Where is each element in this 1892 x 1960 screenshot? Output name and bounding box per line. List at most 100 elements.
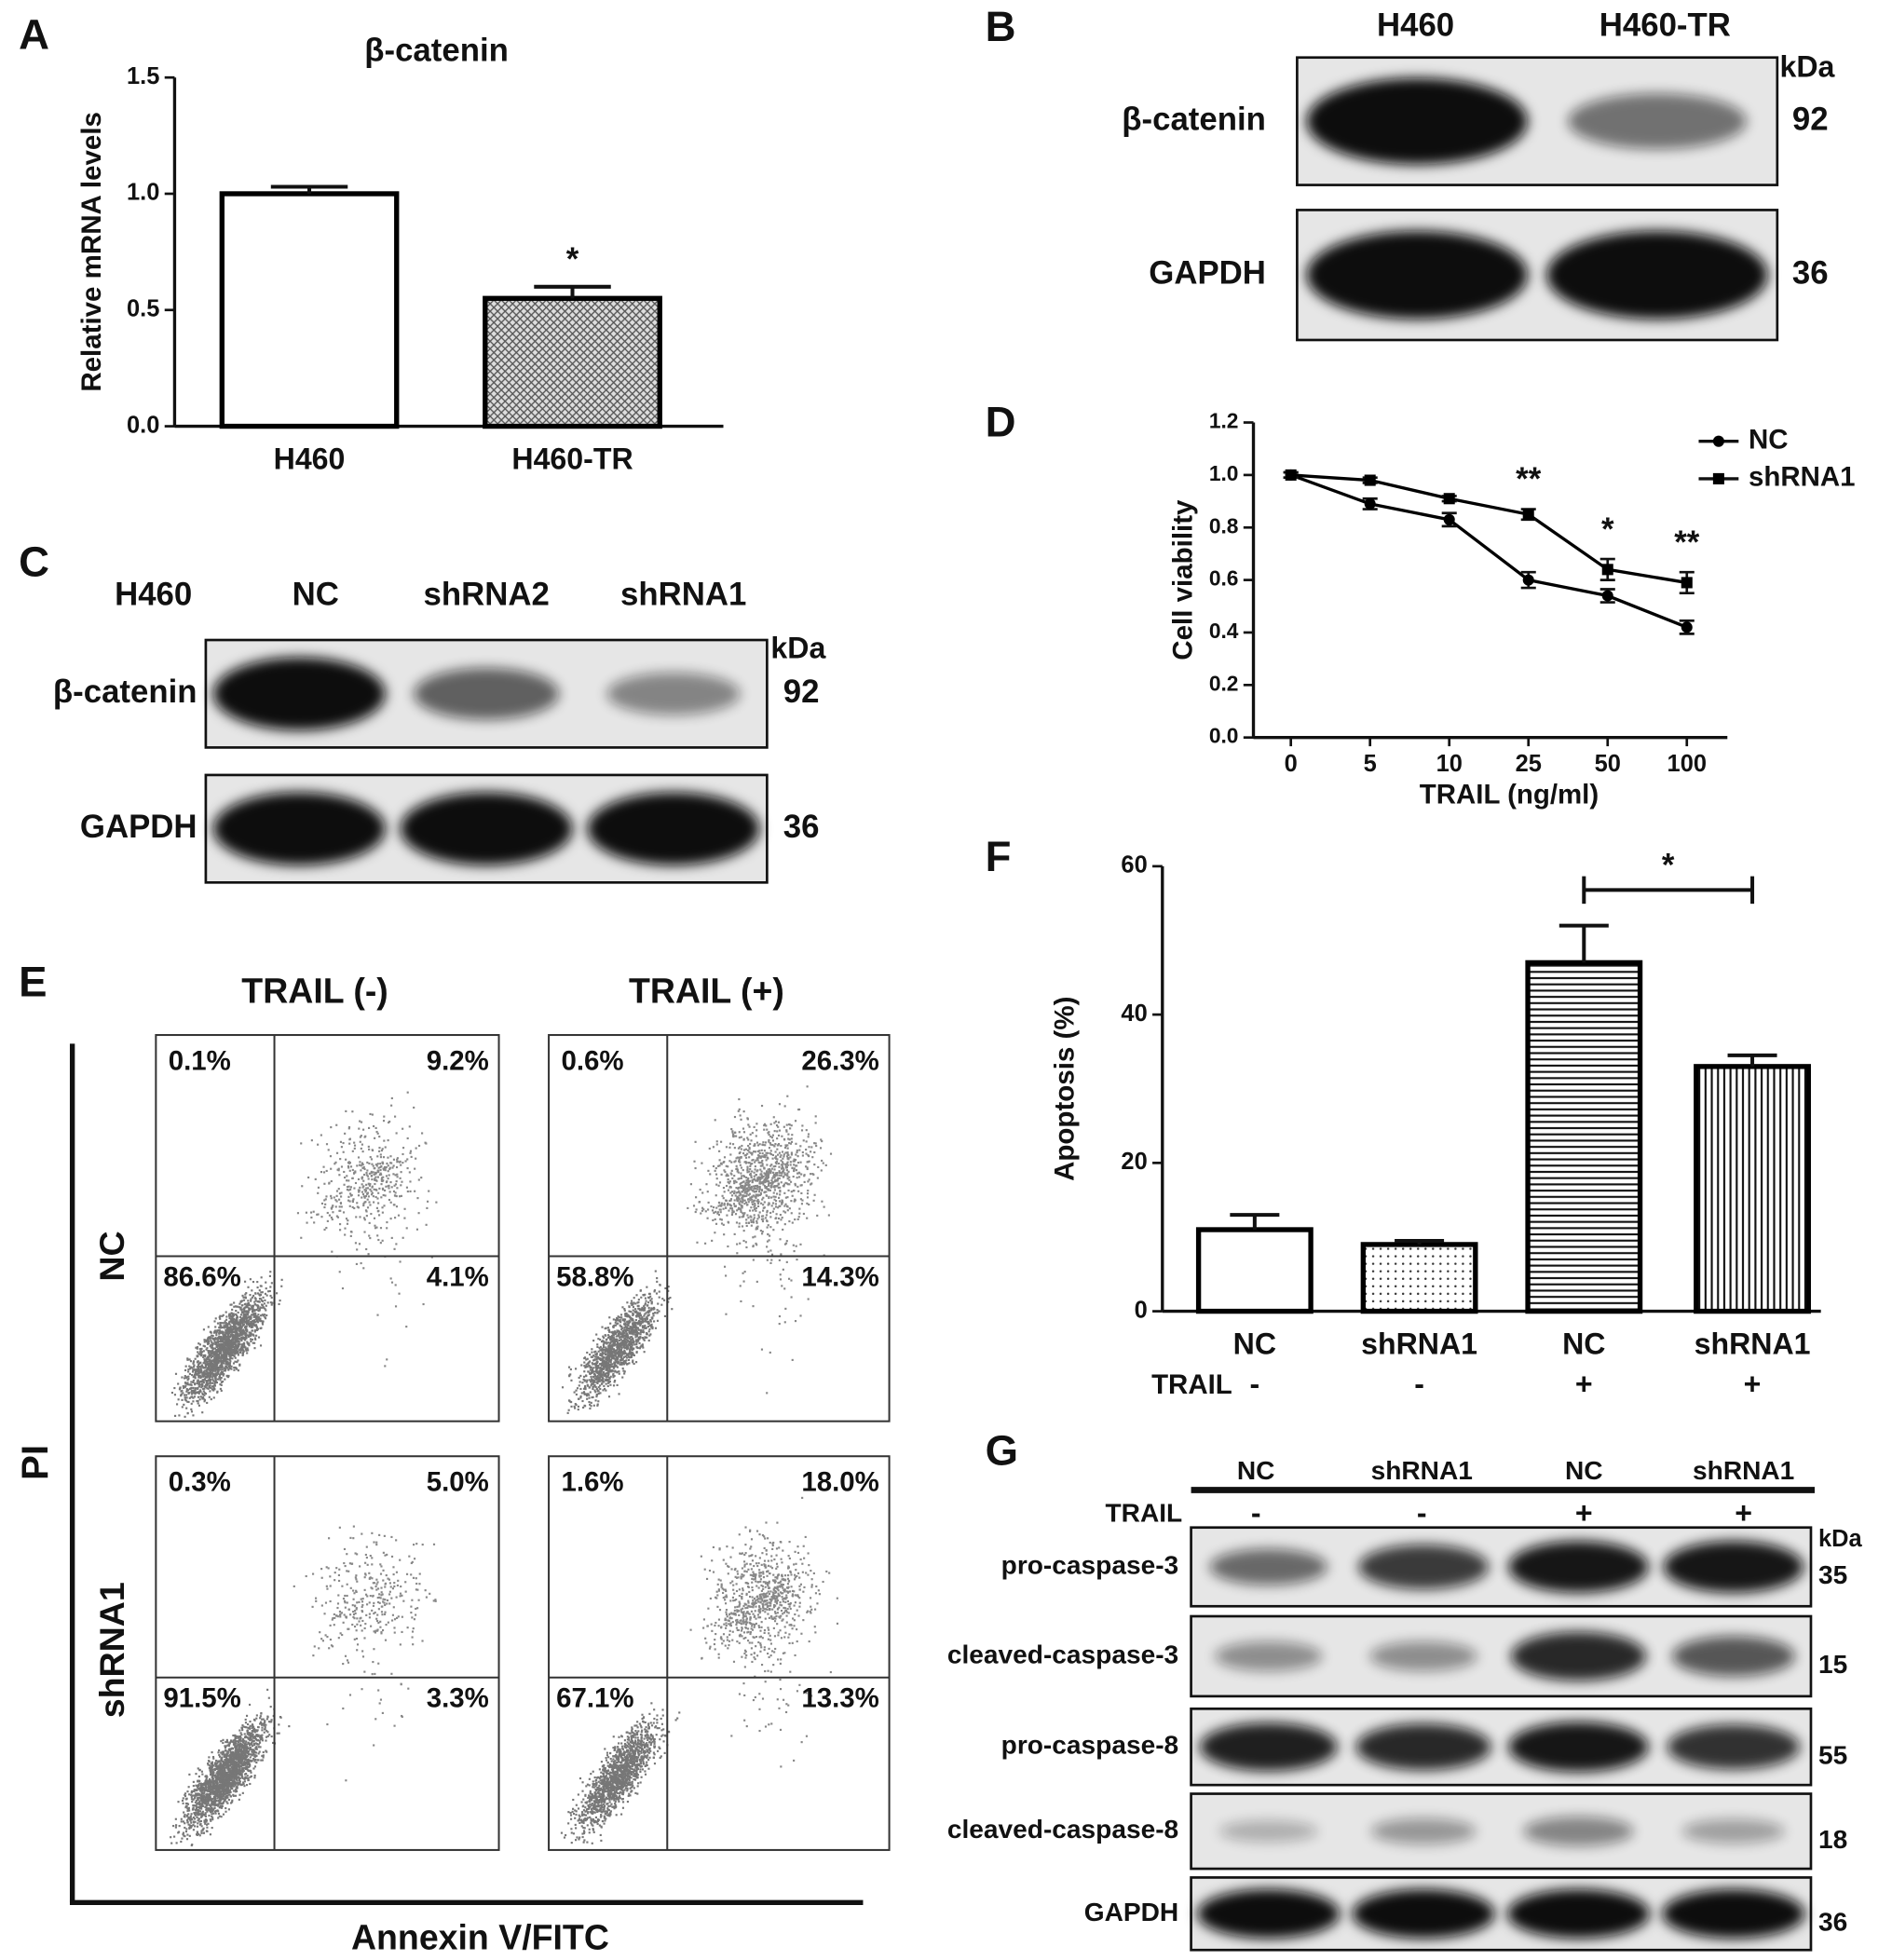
event	[718, 1181, 722, 1184]
event	[269, 1294, 272, 1298]
event	[597, 1365, 600, 1368]
event	[635, 1310, 638, 1313]
event	[790, 1151, 793, 1154]
event	[239, 1306, 242, 1309]
event	[619, 1318, 621, 1322]
event	[722, 1223, 725, 1226]
event	[603, 1341, 606, 1343]
event	[729, 1153, 732, 1156]
event	[755, 1221, 758, 1224]
event	[250, 1331, 252, 1334]
event	[380, 1183, 383, 1186]
event	[233, 1326, 236, 1328]
event	[353, 1141, 356, 1144]
event	[616, 1331, 619, 1334]
event	[629, 1348, 633, 1351]
event	[773, 1189, 776, 1191]
event	[614, 1321, 617, 1324]
event	[250, 1324, 252, 1327]
bar	[1195, 1227, 1314, 1314]
event	[235, 1313, 238, 1315]
event	[193, 1364, 196, 1367]
event	[610, 1331, 613, 1334]
event	[765, 1187, 768, 1190]
event	[220, 1348, 223, 1351]
event	[621, 1341, 624, 1343]
event	[222, 1327, 225, 1329]
event	[186, 1382, 189, 1384]
event	[219, 1331, 222, 1334]
event	[748, 1179, 751, 1182]
event	[210, 1363, 212, 1366]
event	[405, 1186, 409, 1189]
event	[404, 1160, 407, 1163]
event	[641, 1319, 644, 1322]
event	[639, 1336, 642, 1339]
event	[317, 1186, 320, 1189]
event	[269, 1271, 272, 1273]
event	[388, 1174, 390, 1177]
event	[235, 1337, 238, 1341]
event	[621, 1343, 624, 1346]
event	[755, 1135, 757, 1137]
event	[256, 1318, 260, 1321]
event	[607, 1369, 610, 1373]
event	[745, 1194, 748, 1197]
x-tick-label: 5	[1364, 751, 1377, 777]
event	[756, 1159, 759, 1162]
event	[778, 1151, 782, 1154]
panel-letter: G	[986, 1427, 1018, 1475]
event	[762, 1204, 765, 1206]
event	[614, 1318, 618, 1321]
event	[258, 1309, 261, 1312]
event	[605, 1357, 607, 1360]
event	[270, 1282, 273, 1285]
event	[179, 1386, 182, 1389]
event	[718, 1202, 721, 1205]
event	[591, 1348, 593, 1351]
event	[789, 1161, 792, 1164]
x-tick-label: 25	[1516, 751, 1542, 777]
event	[642, 1307, 646, 1310]
marker	[1285, 469, 1297, 481]
event	[218, 1335, 221, 1338]
event	[716, 1211, 719, 1214]
event	[239, 1333, 242, 1337]
event	[755, 1219, 758, 1223]
event	[585, 1393, 588, 1395]
event	[234, 1305, 238, 1308]
event	[797, 1190, 800, 1192]
event	[633, 1343, 636, 1346]
event	[759, 1191, 762, 1194]
event	[761, 1159, 764, 1163]
event	[376, 1197, 379, 1200]
event	[242, 1299, 246, 1301]
event	[196, 1382, 198, 1385]
event	[607, 1362, 610, 1365]
event	[742, 1169, 744, 1172]
event	[202, 1397, 205, 1400]
event	[224, 1333, 226, 1336]
event	[230, 1348, 233, 1351]
event	[609, 1354, 612, 1357]
event	[200, 1369, 203, 1372]
marker	[1681, 577, 1693, 589]
event	[305, 1211, 307, 1214]
event	[778, 1322, 781, 1326]
event	[644, 1302, 647, 1305]
event	[750, 1218, 753, 1221]
event	[242, 1307, 245, 1310]
y-tick-label: 0.8	[1209, 513, 1239, 538]
event	[300, 1142, 303, 1145]
event	[326, 1219, 329, 1222]
event	[401, 1180, 403, 1183]
event	[257, 1313, 260, 1316]
event	[632, 1303, 634, 1306]
event	[225, 1358, 228, 1361]
event	[618, 1393, 620, 1395]
event	[329, 1155, 333, 1158]
event	[776, 1130, 779, 1133]
event	[750, 1189, 753, 1191]
event	[761, 1155, 764, 1158]
event	[221, 1362, 224, 1365]
